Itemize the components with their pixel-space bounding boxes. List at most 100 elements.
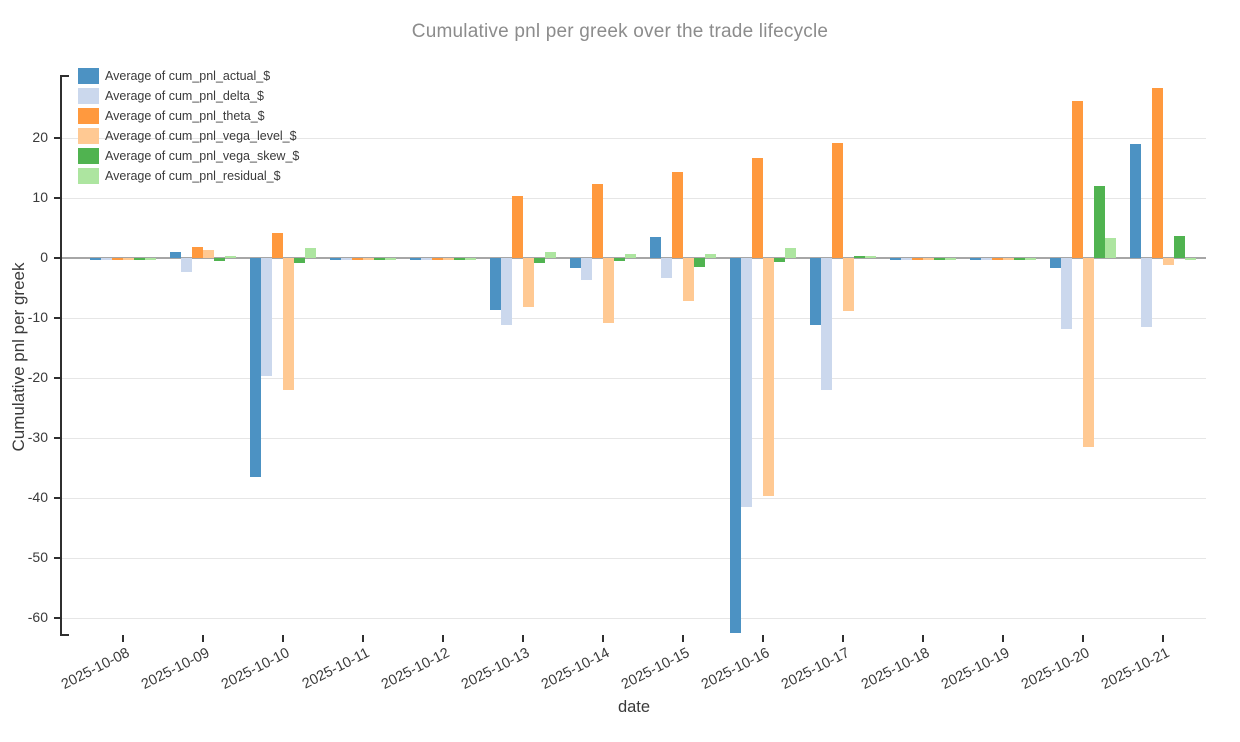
x-tick-mark [1082, 635, 1084, 642]
bar [970, 258, 981, 260]
legend-label: Average of cum_pnl_delta_$ [105, 89, 264, 103]
bar [501, 258, 512, 326]
bar [763, 258, 774, 496]
bar [512, 196, 523, 258]
bar [934, 258, 945, 260]
legend-swatch [78, 68, 99, 84]
bar [523, 258, 534, 307]
bar [330, 258, 341, 261]
y-tick-label: -10 [27, 309, 48, 325]
bar [283, 258, 294, 390]
bar [352, 258, 363, 261]
bar [1025, 258, 1036, 260]
x-tick-mark [442, 635, 444, 642]
x-tick-mark [922, 635, 924, 642]
bar [1094, 186, 1105, 258]
y-gridline [62, 498, 1206, 499]
y-axis-spine [60, 75, 62, 636]
bar [672, 171, 683, 258]
y-tick-mark [54, 557, 61, 559]
bar [250, 258, 261, 477]
y-tick-label: 0 [40, 249, 48, 265]
bar [261, 258, 272, 377]
bar [374, 258, 385, 260]
bar [854, 256, 865, 258]
x-tick-mark [282, 635, 284, 642]
bar [123, 258, 134, 261]
y-tick-mark [54, 497, 61, 499]
bar [1185, 258, 1196, 260]
legend-label: Average of cum_pnl_vega_level_$ [105, 129, 297, 143]
bar [1061, 258, 1072, 329]
y-tick-label: -30 [27, 429, 48, 445]
bar [1152, 87, 1163, 258]
legend-swatch [78, 88, 99, 104]
legend-swatch [78, 148, 99, 164]
bar [1083, 258, 1094, 447]
y-gridline [62, 618, 1206, 619]
legend-item: Average of cum_pnl_residual_$ [78, 166, 299, 186]
y-tick-mark [54, 137, 61, 139]
bar [465, 258, 476, 260]
bar [865, 255, 876, 258]
bar [752, 157, 763, 258]
bar [294, 258, 305, 264]
bar [1050, 258, 1061, 269]
y-axis-title: Cumulative pnl per greek [9, 262, 28, 452]
y-tick-mark [54, 197, 61, 199]
y-gridline [62, 198, 1206, 199]
bar [683, 258, 694, 302]
y-gridline [62, 138, 1206, 139]
x-tick-mark [762, 635, 764, 642]
legend-item: Average of cum_pnl_theta_$ [78, 106, 299, 126]
legend-label: Average of cum_pnl_residual_$ [105, 169, 281, 183]
bar [774, 258, 785, 263]
x-tick-label: 2025-10-18 [858, 645, 933, 693]
bar [785, 248, 796, 258]
bar [810, 258, 821, 325]
bar [363, 258, 374, 260]
bar [912, 258, 923, 260]
bar [454, 258, 465, 260]
x-axis-title: date [617, 698, 651, 716]
y-tick-label: -60 [27, 609, 48, 625]
y-tick-mark [54, 257, 61, 259]
x-tick-label: 2025-10-08 [58, 645, 133, 693]
x-tick-mark [602, 635, 604, 642]
x-tick-mark [202, 635, 204, 642]
x-tick-label: 2025-10-20 [1018, 645, 1093, 693]
bar [730, 258, 741, 633]
zero-line [62, 257, 1206, 259]
x-tick-label: 2025-10-11 [299, 645, 373, 693]
bar [1105, 238, 1116, 258]
bar [705, 253, 716, 258]
bar [614, 258, 625, 261]
y-gridline [62, 438, 1206, 439]
bar [410, 258, 421, 261]
bar [661, 258, 672, 279]
y-tick-label: -20 [27, 369, 48, 385]
y-tick-mark [54, 617, 61, 619]
y-tick-label: 10 [32, 189, 48, 205]
legend-item: Average of cum_pnl_vega_level_$ [78, 126, 299, 146]
bar [981, 258, 992, 260]
x-tick-label: 2025-10-19 [938, 645, 1013, 693]
bar [170, 252, 181, 258]
chart-title: Cumulative pnl per greek over the trade … [411, 21, 829, 42]
x-tick-mark [362, 635, 364, 642]
x-tick-label: 2025-10-17 [778, 645, 853, 693]
bar [625, 254, 636, 258]
x-tick-mark [682, 635, 684, 642]
bar [341, 258, 352, 260]
y-gridline [62, 378, 1206, 379]
bar [214, 258, 225, 261]
bar [1072, 101, 1083, 258]
legend-item: Average of cum_pnl_actual_$ [78, 66, 299, 86]
bar [385, 258, 396, 260]
y-gridline [62, 318, 1206, 319]
bar [1003, 258, 1014, 260]
bar [1163, 258, 1174, 266]
x-tick-mark [1162, 635, 1164, 642]
bar [694, 258, 705, 267]
